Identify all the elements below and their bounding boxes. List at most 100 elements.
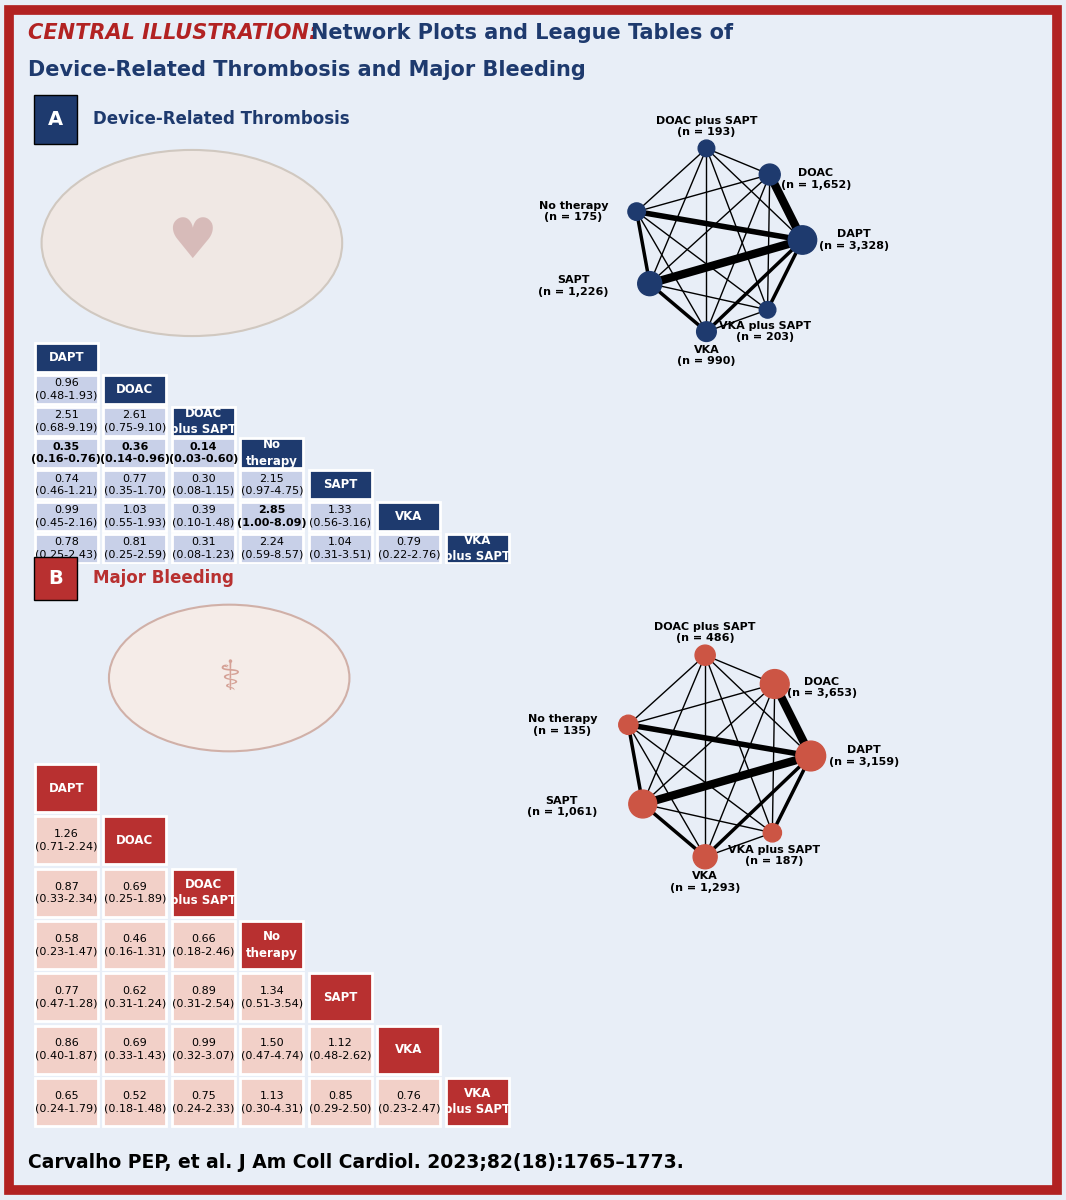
Text: 0.62
(0.31-1.24): 0.62 (0.31-1.24) <box>103 986 166 1008</box>
Text: DAPT
(n = 3,328): DAPT (n = 3,328) <box>819 229 889 251</box>
Text: DAPT: DAPT <box>48 352 84 365</box>
Text: DOAC
plus SAPT: DOAC plus SAPT <box>171 407 237 436</box>
Text: 0.69
(0.33-1.43): 0.69 (0.33-1.43) <box>103 1038 166 1061</box>
Text: 0.69
(0.25-1.89): 0.69 (0.25-1.89) <box>103 882 166 904</box>
Text: Major Bleeding: Major Bleeding <box>93 569 233 587</box>
Text: 0.89
(0.31-2.54): 0.89 (0.31-2.54) <box>173 986 235 1008</box>
Text: 2.51
(0.68-9.19): 2.51 (0.68-9.19) <box>35 410 97 432</box>
FancyBboxPatch shape <box>240 920 304 970</box>
FancyBboxPatch shape <box>309 1026 372 1074</box>
Circle shape <box>796 742 826 770</box>
Text: 0.99
(0.45-2.16): 0.99 (0.45-2.16) <box>35 505 97 528</box>
Text: 1.50
(0.47-4.74): 1.50 (0.47-4.74) <box>241 1038 303 1061</box>
Text: 0.75
(0.24-2.33): 0.75 (0.24-2.33) <box>172 1091 235 1114</box>
Text: ♥: ♥ <box>167 216 216 270</box>
Text: VKA
(n = 990): VKA (n = 990) <box>677 344 736 366</box>
Text: VKA
plus SAPT: VKA plus SAPT <box>445 1087 511 1116</box>
Text: A: A <box>48 110 63 128</box>
FancyBboxPatch shape <box>172 973 235 1021</box>
FancyBboxPatch shape <box>35 764 98 812</box>
Circle shape <box>763 823 781 842</box>
FancyBboxPatch shape <box>377 502 440 532</box>
FancyBboxPatch shape <box>446 534 508 563</box>
Circle shape <box>42 150 342 336</box>
Text: 0.65
(0.24-1.79): 0.65 (0.24-1.79) <box>35 1091 97 1114</box>
Text: 0.46
(0.16-1.31): 0.46 (0.16-1.31) <box>103 934 166 956</box>
Text: VKA
(n = 1,293): VKA (n = 1,293) <box>669 871 741 893</box>
Text: 0.86
(0.40-1.87): 0.86 (0.40-1.87) <box>35 1038 97 1061</box>
FancyBboxPatch shape <box>34 557 77 600</box>
Circle shape <box>760 670 789 698</box>
FancyBboxPatch shape <box>172 502 235 532</box>
FancyBboxPatch shape <box>103 502 166 532</box>
FancyBboxPatch shape <box>240 1026 304 1074</box>
FancyBboxPatch shape <box>172 1026 235 1074</box>
Text: CENTRAL ILLUSTRATION:: CENTRAL ILLUSTRATION: <box>29 23 325 43</box>
FancyBboxPatch shape <box>35 502 98 532</box>
FancyBboxPatch shape <box>240 502 304 532</box>
Text: 0.58
(0.23-1.47): 0.58 (0.23-1.47) <box>35 934 97 956</box>
Text: 0.52
(0.18-1.48): 0.52 (0.18-1.48) <box>103 1091 166 1114</box>
Text: 0.81
(0.25-2.59): 0.81 (0.25-2.59) <box>103 536 166 559</box>
FancyBboxPatch shape <box>309 470 372 499</box>
Text: 0.39
(0.10-1.48): 0.39 (0.10-1.48) <box>173 505 235 528</box>
Text: SAPT: SAPT <box>323 991 357 1003</box>
Text: SAPT
(n = 1,061): SAPT (n = 1,061) <box>527 796 597 817</box>
FancyBboxPatch shape <box>309 534 372 563</box>
FancyBboxPatch shape <box>103 470 166 499</box>
Text: ⚕: ⚕ <box>217 658 241 698</box>
Text: No therapy
(n = 175): No therapy (n = 175) <box>538 200 609 222</box>
Circle shape <box>628 203 645 221</box>
FancyBboxPatch shape <box>172 869 235 917</box>
FancyBboxPatch shape <box>172 920 235 970</box>
Text: SAPT
(n = 1,226): SAPT (n = 1,226) <box>537 275 609 296</box>
Text: VKA plus SAPT
(n = 203): VKA plus SAPT (n = 203) <box>720 320 811 342</box>
FancyBboxPatch shape <box>240 973 304 1021</box>
Circle shape <box>109 605 350 751</box>
Text: VKA plus SAPT
(n = 187): VKA plus SAPT (n = 187) <box>728 845 821 866</box>
FancyBboxPatch shape <box>35 816 98 864</box>
FancyBboxPatch shape <box>172 1078 235 1126</box>
Text: DAPT
(n = 3,159): DAPT (n = 3,159) <box>828 745 899 767</box>
FancyBboxPatch shape <box>240 470 304 499</box>
Text: 0.30
(0.08-1.15): 0.30 (0.08-1.15) <box>173 474 235 496</box>
Text: 0.78
(0.25-2.43): 0.78 (0.25-2.43) <box>35 536 97 559</box>
Text: 1.26
(0.71-2.24): 1.26 (0.71-2.24) <box>35 829 97 852</box>
Text: No
therapy: No therapy <box>246 438 297 468</box>
FancyBboxPatch shape <box>34 95 77 144</box>
Text: 0.99
(0.32-3.07): 0.99 (0.32-3.07) <box>173 1038 235 1061</box>
Text: Device-Related Thrombosis and Major Bleeding: Device-Related Thrombosis and Major Blee… <box>29 60 586 80</box>
FancyBboxPatch shape <box>377 534 440 563</box>
FancyBboxPatch shape <box>103 973 166 1021</box>
Text: DAPT: DAPT <box>48 781 84 794</box>
FancyBboxPatch shape <box>309 1078 372 1126</box>
Text: DOAC
(n = 1,652): DOAC (n = 1,652) <box>780 168 851 190</box>
FancyBboxPatch shape <box>377 1026 440 1074</box>
Text: 0.31
(0.08-1.23): 0.31 (0.08-1.23) <box>173 536 235 559</box>
Text: 0.66
(0.18-2.46): 0.66 (0.18-2.46) <box>172 934 235 956</box>
Circle shape <box>759 301 776 318</box>
FancyBboxPatch shape <box>35 1078 98 1126</box>
Text: DOAC: DOAC <box>116 834 154 847</box>
Text: 0.87
(0.33-2.34): 0.87 (0.33-2.34) <box>35 882 97 904</box>
Text: 0.77
(0.35-1.70): 0.77 (0.35-1.70) <box>103 474 166 496</box>
FancyBboxPatch shape <box>35 1026 98 1074</box>
Text: 0.77
(0.47-1.28): 0.77 (0.47-1.28) <box>35 986 97 1008</box>
Circle shape <box>629 790 657 818</box>
FancyBboxPatch shape <box>240 534 304 563</box>
Text: No therapy
(n = 135): No therapy (n = 135) <box>528 714 597 736</box>
Text: 1.12
(0.48-2.62): 1.12 (0.48-2.62) <box>309 1038 372 1061</box>
FancyBboxPatch shape <box>35 973 98 1021</box>
Circle shape <box>788 226 817 254</box>
FancyBboxPatch shape <box>309 973 372 1021</box>
FancyBboxPatch shape <box>103 816 166 864</box>
FancyBboxPatch shape <box>103 534 166 563</box>
FancyBboxPatch shape <box>240 438 304 468</box>
FancyBboxPatch shape <box>240 1078 304 1126</box>
Text: 0.76
(0.23-2.47): 0.76 (0.23-2.47) <box>377 1091 440 1114</box>
Text: 0.36
(0.14-0.96): 0.36 (0.14-0.96) <box>100 442 169 464</box>
Text: 1.33
(0.56-3.16): 1.33 (0.56-3.16) <box>309 505 371 528</box>
Text: 1.34
(0.51-3.54): 1.34 (0.51-3.54) <box>241 986 303 1008</box>
Text: Carvalho PEP, et al. J Am Coll Cardiol. 2023;82(18):1765–1773.: Carvalho PEP, et al. J Am Coll Cardiol. … <box>29 1153 684 1172</box>
Text: 0.96
(0.48-1.93): 0.96 (0.48-1.93) <box>35 378 97 401</box>
